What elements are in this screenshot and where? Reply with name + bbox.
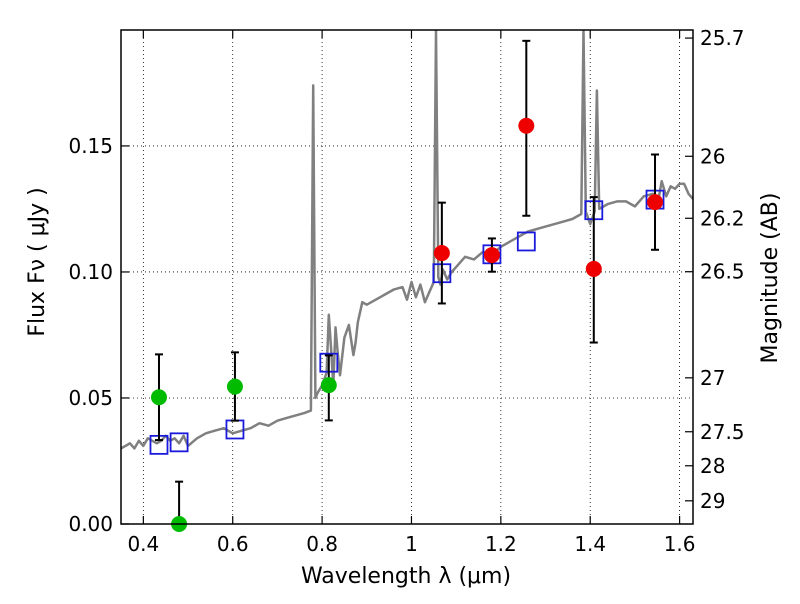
observed-points-layer — [150, 117, 664, 532]
observed-data-point — [585, 260, 602, 277]
magnitude-tick-label: 26.2 — [700, 206, 745, 230]
y-axis-right-label: Magnitude (AB) — [758, 193, 783, 364]
magnitude-tick-label: 29 — [700, 489, 725, 513]
x-tick-label: 0.4 — [127, 532, 159, 556]
magnitude-tick-label: 25.7 — [700, 26, 745, 50]
x-tick-label: 0.8 — [306, 532, 338, 556]
y-tick-label: 0.00 — [68, 512, 113, 536]
observed-data-point — [226, 378, 243, 395]
observed-data-point — [150, 389, 167, 406]
observed-data-point — [647, 194, 664, 211]
y-tick-label: 0.15 — [68, 134, 113, 158]
magnitude-tick-label: 26 — [700, 144, 725, 168]
magnitude-tick-label: 26.5 — [700, 260, 745, 284]
magnitude-tick-label: 27.5 — [700, 420, 745, 444]
model-photometry-point — [169, 432, 189, 453]
x-tick-label: 1 — [405, 532, 418, 556]
x-tick-label: 1.4 — [574, 532, 606, 556]
y-axis-ticks: 0.00 0.05 0.10 0.15 — [68, 134, 129, 536]
x-axis-label: Wavelength λ (μm) — [301, 564, 511, 589]
x-tick-label: 1.2 — [485, 532, 517, 556]
y-tick-label: 0.10 — [68, 260, 113, 284]
y-axis-label: Flux Fν ( μJy ) — [25, 187, 50, 336]
magnitude-tick-label: 27 — [700, 366, 725, 390]
observed-data-point — [518, 117, 535, 134]
x-axis-ticks: 0.4 0.6 0.8 1 1.2 1.4 1.6 — [127, 30, 696, 556]
plot-frame — [120, 29, 694, 525]
spectrum-line — [121, 30, 693, 450]
plot-background — [121, 30, 693, 524]
observed-data-point — [483, 247, 500, 264]
magnitude-tick-label: 28 — [700, 454, 725, 478]
observed-data-point — [433, 245, 450, 262]
observed-data-point — [320, 377, 337, 394]
y-tick-label: 0.05 — [68, 386, 113, 410]
x-tick-label: 0.6 — [217, 532, 249, 556]
magnitude-axis-ticks: 25.7 26 26.2 26.5 27 27.5 28 29 — [685, 26, 745, 513]
spectrum-layer — [121, 30, 693, 450]
x-tick-label: 1.6 — [664, 532, 696, 556]
model-photometry-point — [516, 231, 536, 252]
